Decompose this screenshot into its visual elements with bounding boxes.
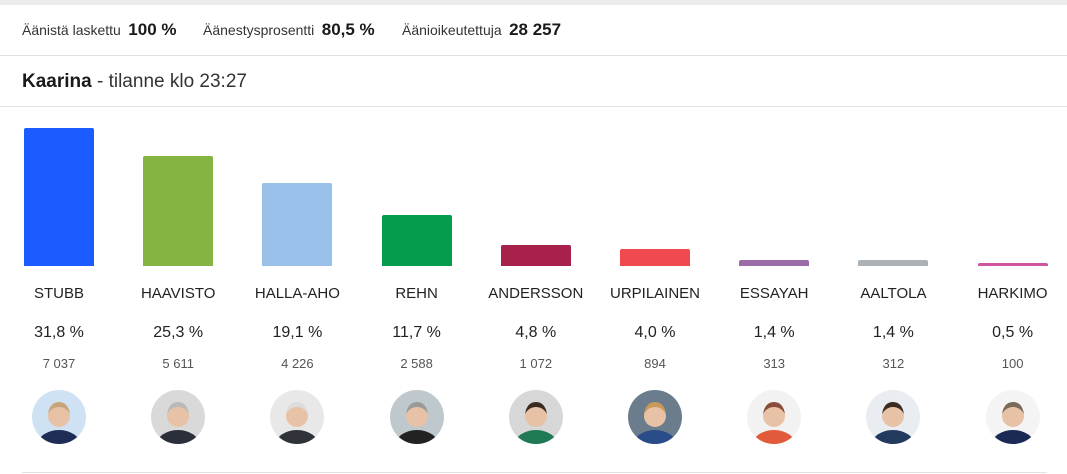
bar-harkimo (977, 263, 1048, 266)
results-header: Kaarina - tilanne klo 23:27 (0, 56, 1067, 107)
candidate-name-label: URPILAINEN (609, 285, 701, 302)
bar-halla-aho (262, 183, 333, 266)
candidate-percent-label: 11,7 % (392, 324, 441, 341)
candidate-name-label: HARKIMO (977, 285, 1048, 302)
municipality-name: Kaarina (22, 71, 92, 92)
candidate-photo-icon (628, 390, 682, 444)
candidate-photo-icon (32, 390, 86, 444)
bar-aaltola (858, 259, 929, 266)
candidate-votes-label: 7 037 (42, 356, 76, 371)
divider (22, 472, 1047, 473)
candidate-name-label: REHN (395, 285, 438, 302)
candidate-photo-icon (389, 390, 444, 444)
candidate-votes-label: 100 (1001, 356, 1024, 371)
top-strip (0, 0, 1067, 5)
stat-eligible-value: 28 257 (509, 20, 562, 39)
stat-eligible-label: Äänioikeutettuja (402, 22, 502, 38)
candidate-percent-label: 4,8 % (515, 324, 557, 341)
stats-bar: Äänistä laskettu 100 % Äänestysprosentti… (0, 5, 1067, 56)
candidate-votes-label: 313 (763, 356, 786, 371)
bar-rehn (381, 215, 452, 266)
bar-urpilainen (620, 248, 690, 266)
stat-eligible: Äänioikeutettuja 28 257 (402, 20, 561, 40)
candidate-name-label: HALLA-AHO (254, 285, 340, 302)
candidate-percent-label: 19,1 % (272, 324, 323, 341)
candidate-name-label: STUBB (33, 285, 84, 302)
bar-andersson (500, 245, 571, 266)
bar-essayah (739, 259, 810, 266)
status-time: - tilanne klo 23:27 (91, 71, 247, 92)
candidate-photo-icon (508, 390, 563, 444)
candidate-photo-icon (151, 390, 206, 444)
candidate-photo-icon (985, 390, 1040, 444)
results-bar-chart: STUBB 31,8 % 7 037 HAAVISTO 25,3 % 5 611 HALLA… (0, 107, 1067, 474)
candidate-votes-label: 4 226 (281, 356, 314, 371)
candidate-percent-label: 1,4 % (753, 324, 795, 341)
page-title: Kaarina - tilanne klo 23:27 (22, 71, 247, 93)
candidate-photo-icon (270, 390, 325, 444)
candidate-votes-label: 894 (644, 356, 666, 371)
candidate-percent-label: 25,3 % (153, 324, 204, 341)
candidate-name-label: ESSAYAH (739, 285, 809, 302)
candidate-photo-icon (747, 390, 802, 444)
stat-counted-label: Äänistä laskettu (22, 22, 121, 38)
candidate-votes-label: 2 588 (400, 356, 433, 371)
candidate-percent-label: 0,5 % (992, 324, 1034, 341)
candidate-name-label: AALTOLA (860, 285, 927, 302)
candidate-name-label: ANDERSSON (488, 285, 584, 302)
candidate-photo-icon (866, 390, 921, 444)
candidate-percent-label: 1,4 % (872, 324, 914, 341)
bar-stubb (24, 128, 94, 266)
stat-counted: Äänistä laskettu 100 % (22, 20, 177, 40)
candidate-percent-label: 4,0 % (634, 324, 676, 341)
candidate-votes-label: 5 611 (162, 356, 194, 371)
bar-haavisto (143, 156, 214, 266)
stat-turnout-label: Äänestysprosentti (203, 22, 315, 38)
stat-counted-value: 100 % (128, 20, 177, 39)
candidate-votes-label: 312 (882, 356, 905, 371)
stat-turnout-value: 80,5 % (321, 20, 375, 39)
candidate-votes-label: 1 072 (519, 356, 553, 371)
candidate-percent-label: 31,8 % (34, 324, 84, 341)
stat-turnout: Äänestysprosentti 80,5 % (203, 20, 375, 40)
candidate-name-label: HAAVISTO (140, 285, 216, 302)
